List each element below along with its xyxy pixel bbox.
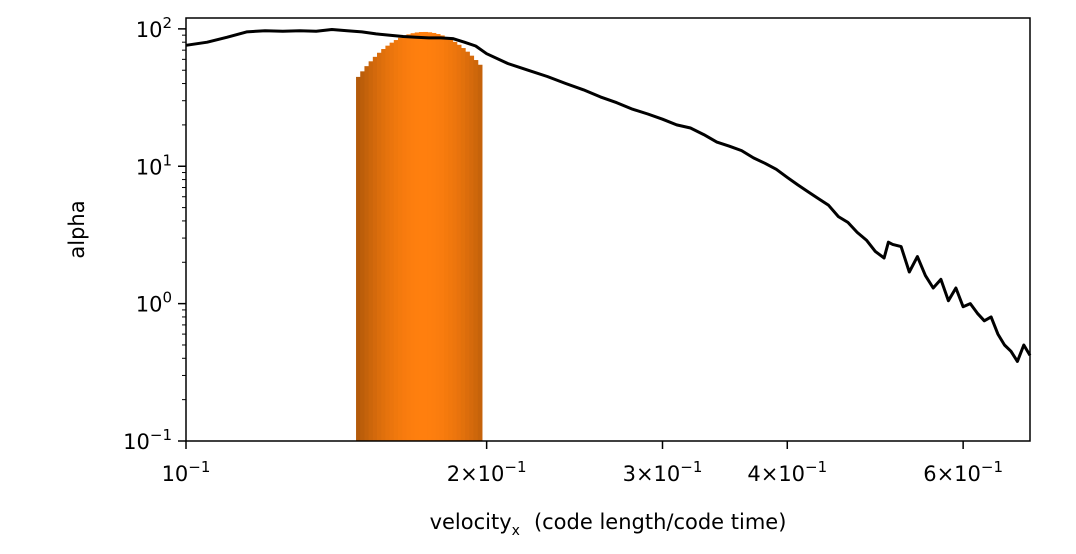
axes-frame bbox=[185, 17, 1031, 442]
x-tick-label: 10−1 bbox=[162, 458, 211, 486]
y-tick-label: 101 bbox=[136, 151, 172, 179]
histogram-bar bbox=[414, 32, 420, 442]
histogram-bar bbox=[427, 32, 433, 441]
histogram-bar bbox=[368, 61, 374, 442]
histogram-bar bbox=[423, 31, 428, 442]
histogram-bar bbox=[372, 56, 378, 442]
x-tick-label: 2×10−1 bbox=[447, 458, 527, 486]
series-line bbox=[185, 28, 1032, 363]
x-axis-label: velocityx (code length/code time) bbox=[430, 510, 787, 539]
histogram-bar bbox=[360, 71, 366, 441]
histogram-bar bbox=[469, 55, 475, 442]
histogram-bar bbox=[477, 64, 483, 441]
histogram-bar bbox=[397, 37, 403, 441]
histogram-bar bbox=[444, 37, 449, 441]
histogram-bar bbox=[431, 32, 437, 442]
histogram-bar bbox=[439, 35, 445, 442]
x-tick-label: 3×10−1 bbox=[623, 458, 703, 486]
histogram-bar bbox=[410, 33, 416, 441]
x-axis-label-subscript: x bbox=[512, 523, 520, 539]
y-axis-ticks: 10−1 100 101 102 bbox=[123, 14, 186, 454]
histogram-bar bbox=[448, 39, 454, 441]
histogram-bar bbox=[418, 32, 424, 441]
histogram-bar bbox=[402, 35, 407, 441]
x-axis-ticks: 10−1 2×10−1 3×10−1 4×10−1 6×10−1 bbox=[162, 441, 1003, 486]
histogram-bars bbox=[356, 31, 483, 442]
y-tick-label: 10−1 bbox=[123, 426, 172, 454]
histogram-bar bbox=[460, 48, 466, 442]
histogram-bar bbox=[393, 40, 399, 441]
histogram-bar bbox=[381, 49, 386, 442]
histogram-bar bbox=[385, 45, 391, 441]
x-tick-label: 6×10−1 bbox=[923, 458, 1003, 486]
histogram-bar bbox=[435, 34, 441, 441]
histogram-bar bbox=[406, 34, 412, 442]
y-tick-label: 102 bbox=[136, 14, 172, 42]
histogram-bar bbox=[377, 52, 382, 441]
x-axis-label-main: velocity bbox=[430, 510, 512, 534]
x-axis-label-units: (code length/code time) bbox=[534, 510, 786, 534]
x-tick-label: 4×10−1 bbox=[747, 458, 827, 486]
histogram-bar bbox=[452, 41, 458, 442]
histogram-bar bbox=[456, 44, 462, 441]
histogram-bar bbox=[356, 76, 361, 442]
y-axis-label: alpha bbox=[65, 200, 89, 258]
histogram-bar bbox=[473, 60, 479, 441]
histogram-bar bbox=[364, 66, 370, 441]
histogram-bar bbox=[465, 51, 470, 442]
y-tick-label: 100 bbox=[136, 289, 172, 317]
histogram-bar bbox=[389, 42, 395, 442]
